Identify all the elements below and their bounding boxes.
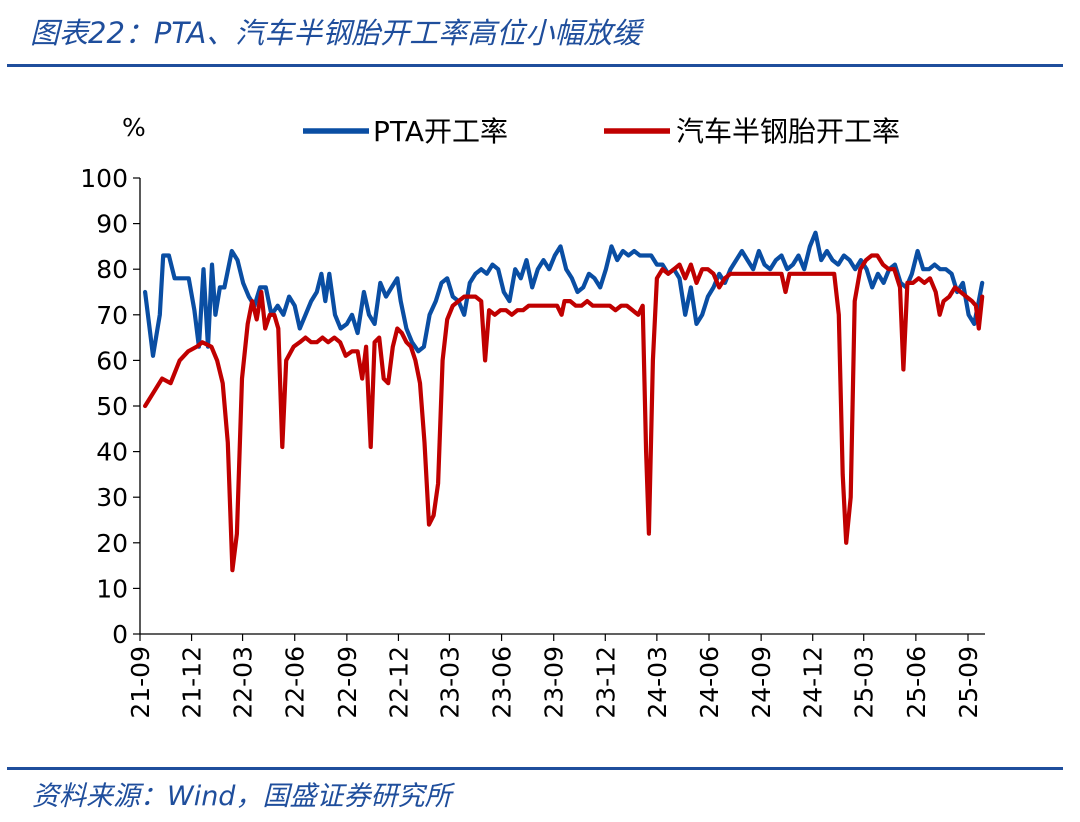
footer-rule [7, 767, 1063, 770]
y-tick-label: 40 [96, 438, 128, 467]
y-tick-label: 90 [96, 210, 128, 239]
y-tick-label: 30 [96, 483, 128, 512]
x-tick-label: 22-03 [229, 646, 258, 719]
source-note: 资料来源：Wind，国盛证券研究所 [32, 781, 452, 812]
series-line-pta [143, 230, 985, 358]
x-tick-label: 22-09 [333, 646, 362, 719]
x-tick-label: 25-03 [850, 646, 879, 719]
page-title: 图表22：PTA、汽车半钢胎开工率高位小幅放缓 [30, 16, 642, 50]
y-tick-label: 70 [96, 301, 128, 330]
x-tick-label: 23-06 [488, 646, 517, 719]
x-tick-label: 24-12 [799, 646, 828, 719]
x-tick-label: 21-09 [126, 646, 155, 719]
x-tick-label: 23-09 [540, 646, 569, 719]
chart-legend: PTA开工率 汽车半钢胎开工率 [303, 115, 900, 148]
y-tick-label: 50 [96, 392, 128, 421]
legend-label: 汽车半钢胎开工率 [676, 115, 900, 148]
x-tick-label: 21-12 [178, 646, 207, 719]
y-axis-unit: % [122, 113, 146, 142]
x-tick-label: 25-06 [902, 646, 931, 719]
legend-label: PTA开工率 [373, 115, 508, 148]
chart-series-layer [143, 230, 985, 573]
x-tick-label: 24-09 [747, 646, 776, 719]
x-tick-label: 24-03 [643, 646, 672, 719]
series-line-tire [143, 253, 985, 573]
chart-axes: 0 10 20 30 40 50 60 70 80 90 100% 21-09 21-12 22-03 22… [80, 113, 985, 719]
y-tick-label: 0 [112, 620, 128, 649]
y-tick-label: 100 [80, 164, 128, 193]
y-tick-label: 80 [96, 255, 128, 284]
x-tick-label: 24-06 [695, 646, 724, 719]
x-tick-label: 22-12 [384, 646, 413, 719]
y-tick-label: 60 [96, 346, 128, 375]
header-rule [7, 64, 1063, 67]
y-tick-label: 10 [96, 574, 128, 603]
x-tick-label: 22-06 [281, 646, 310, 719]
x-tick-label: 23-12 [591, 646, 620, 719]
x-tick-label: 23-03 [435, 646, 464, 719]
y-tick-label: 20 [96, 529, 128, 558]
x-tick-label: 25-09 [954, 646, 983, 719]
